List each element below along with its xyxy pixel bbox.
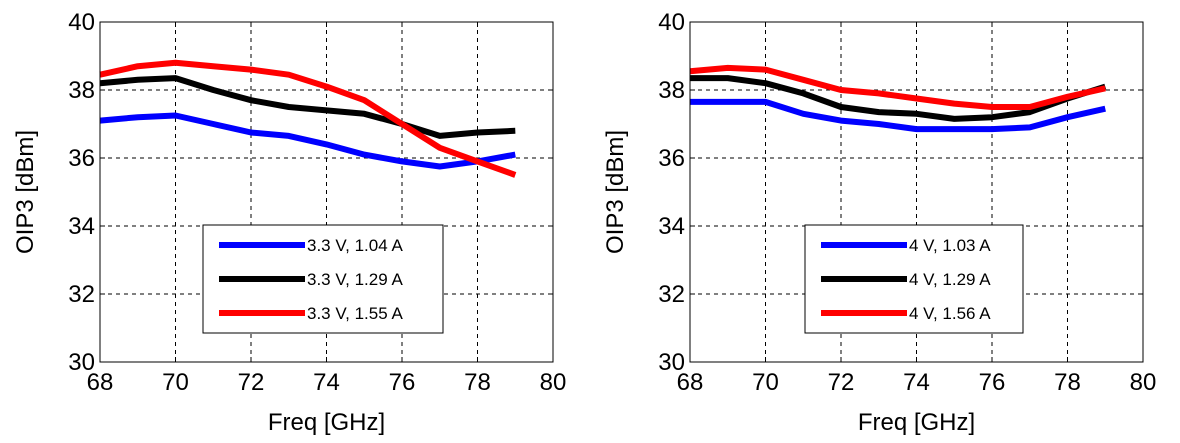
series-line-2: [690, 75, 1107, 122]
y-tick-label: 32: [658, 281, 685, 308]
legend-label-2: 4 V, 1.29 A: [909, 270, 991, 289]
x-axis-label: Freq [GHz]: [268, 409, 385, 436]
y-tick-label: 40: [68, 9, 95, 36]
x-tick-label: 72: [828, 369, 855, 396]
y-tick-label: 34: [658, 213, 685, 240]
x-tick-label: 70: [162, 369, 189, 396]
x-tick-label: 76: [979, 369, 1006, 396]
y-tick-label: 38: [658, 77, 685, 104]
y-axis-label: OIP3 [dBm]: [12, 130, 39, 254]
y-tick-label: 30: [658, 349, 685, 376]
x-tick-label: 80: [540, 369, 567, 396]
legend-label-3: 4 V, 1.56 A: [909, 304, 991, 323]
x-tick-label: 74: [903, 369, 930, 396]
series-line-1: [690, 98, 1106, 133]
x-tick-label: 78: [1054, 369, 1081, 396]
chart-right: 68 70 72 74 76 78 80 30 32 34 36 38 40 Freq [GHz] OIP3…: [602, 9, 1157, 436]
y-tick-label: 34: [68, 213, 95, 240]
x-tick-label: 70: [752, 369, 779, 396]
chart-left: 68 70 72 74 76 78 80 30 32 34 36 38 40 Freq [GHz] OIP3…: [12, 9, 567, 436]
x-tick-label: 78: [464, 369, 491, 396]
y-tick-label: 30: [68, 349, 95, 376]
x-tick-label: 72: [238, 369, 265, 396]
y-tick-label: 32: [68, 281, 95, 308]
y-tick-label: 38: [68, 77, 95, 104]
y-tick-label: 36: [68, 145, 95, 172]
x-tick-label: 68: [87, 369, 114, 396]
legend-label-3: 3.3 V, 1.55 A: [307, 304, 403, 323]
legend-label-1: 4 V, 1.03 A: [909, 236, 991, 255]
x-tick-label: 68: [677, 369, 704, 396]
legend-label-1: 3.3 V, 1.04 A: [307, 236, 403, 255]
x-tick-label: 80: [1130, 369, 1157, 396]
y-tick-label: 36: [658, 145, 685, 172]
series-line-2: [99, 75, 516, 139]
y-axis-label: OIP3 [dBm]: [602, 130, 629, 254]
series-line-3: [689, 64, 1106, 110]
x-axis-label: Freq [GHz]: [858, 409, 975, 436]
y-tick-label: 40: [658, 9, 685, 36]
x-tick-label: 76: [389, 369, 416, 396]
series-line-3: [99, 59, 517, 178]
legend-label-2: 3.3 V, 1.29 A: [307, 270, 403, 289]
series-line-1: [99, 112, 516, 170]
x-tick-label: 74: [313, 369, 340, 396]
